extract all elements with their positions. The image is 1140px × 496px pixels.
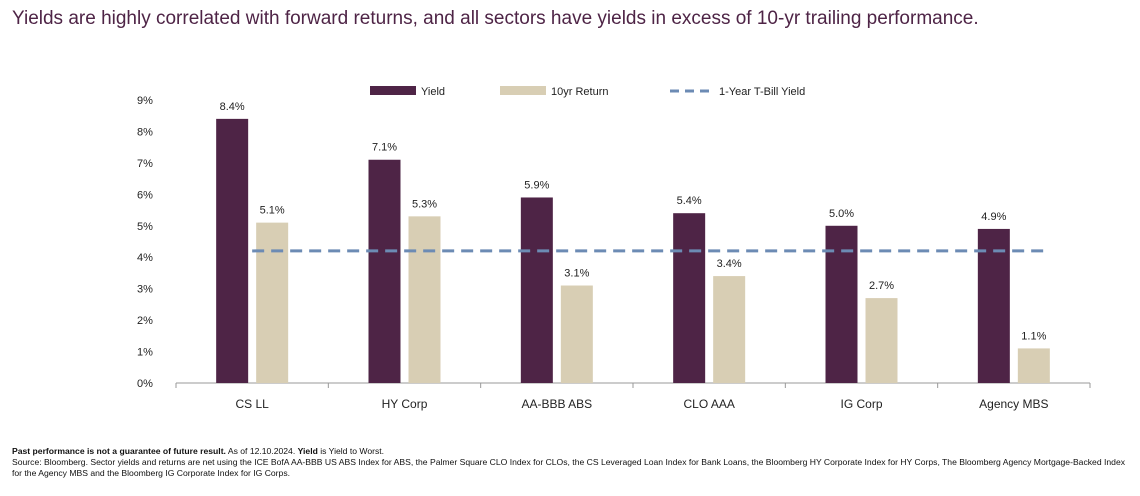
y-tick-label: 5% [137, 221, 153, 233]
legend-swatch-yield [370, 86, 416, 95]
bar-yield [825, 225, 858, 383]
bar-yield [520, 197, 553, 383]
data-label-10yr-return: 5.1% [260, 205, 285, 217]
bar-yield [673, 213, 706, 383]
data-label-10yr-return: 2.7% [869, 280, 894, 292]
y-tick-label: 6% [137, 189, 153, 201]
legend-label-10yr-return: 10yr Return [551, 86, 608, 98]
data-label-yield: 5.0% [829, 208, 854, 220]
y-tick-label: 9% [137, 95, 153, 107]
x-category-label: IG Corp [840, 397, 882, 411]
chart-bars [216, 118, 1050, 383]
chart-labels: 8.4% 5.1% CS LL 7.1% 5.3% HY Corp 5.9% 3.1% AA-B… [220, 101, 1049, 411]
legend-label-tbill: 1-Year T-Bill Yield [719, 86, 805, 98]
x-category-label: CLO AAA [683, 397, 734, 411]
y-tick-label: 2% [137, 315, 153, 327]
bar-chart: Yield 10yr Return 1-Year T-Bill Yield 0%… [137, 86, 1091, 411]
data-label-10yr-return: 3.4% [717, 258, 742, 270]
chart-headline: Yields are highly correlated with forwar… [12, 8, 979, 29]
bar-yield [368, 159, 401, 383]
bar-10yr-return [713, 276, 746, 383]
data-label-10yr-return: 3.1% [564, 268, 589, 280]
bar-10yr-return [408, 216, 441, 383]
data-label-yield: 5.4% [677, 195, 702, 207]
legend-label-yield: Yield [421, 86, 445, 98]
bar-10yr-return [865, 298, 898, 383]
legend-swatch-10yr-return [500, 86, 546, 95]
data-label-10yr-return: 1.1% [1021, 330, 1046, 342]
bar-10yr-return [560, 285, 593, 383]
y-tick-label: 1% [137, 347, 153, 359]
y-tick-label: 4% [137, 252, 153, 264]
x-category-label: AA-BBB ABS [521, 397, 592, 411]
footnote-yield-definition: is Yield to Worst. [317, 446, 385, 456]
chart-legend: Yield 10yr Return 1-Year T-Bill Yield [370, 86, 805, 98]
data-label-yield: 7.1% [372, 142, 397, 154]
data-label-yield: 8.4% [220, 101, 245, 113]
data-label-10yr-return: 5.3% [412, 198, 437, 210]
x-category-label: CS LL [235, 397, 269, 411]
y-tick-label: 3% [137, 284, 153, 296]
footnote-source: Source: Bloomberg. Sector yields and ret… [12, 457, 1126, 478]
y-tick-label: 0% [137, 378, 153, 390]
bar-10yr-return [256, 222, 289, 383]
data-label-yield: 4.9% [981, 211, 1006, 223]
bar-yield [216, 118, 249, 383]
footnote-line-1: Past performance is not a guarantee of f… [12, 446, 1132, 457]
y-tick-label: 8% [137, 126, 153, 138]
data-label-yield: 5.9% [524, 179, 549, 191]
bar-10yr-return [1017, 348, 1050, 383]
footnote-disclaimer: Past performance is not a guarantee of f… [12, 446, 226, 456]
chart-footnote: Past performance is not a guarantee of f… [12, 446, 1132, 479]
chart-axes: 0% 1% 2% 3% 4% 5% 6% 7% 8% 9% [137, 95, 1091, 390]
bar-yield [977, 228, 1010, 383]
footnote-yield-term: Yield [297, 446, 318, 456]
x-category-label: Agency MBS [979, 397, 1048, 411]
footnote-date: As of 12.10.2024. [225, 446, 298, 456]
y-tick-label: 7% [137, 158, 153, 170]
x-category-label: HY Corp [382, 397, 428, 411]
